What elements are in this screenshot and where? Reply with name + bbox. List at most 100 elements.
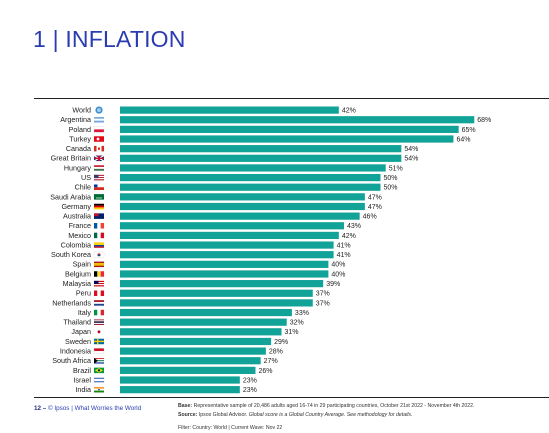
flag-icon-peru [94,290,105,297]
base-text: Representative sample of 20,486 adults a… [193,403,475,409]
base-note: Base: Representative sample of 20,486 ad… [178,402,548,411]
value-label-netherlands: 37% [316,300,330,307]
bar-belgium [120,270,329,278]
value-label-canada: 54% [404,146,418,153]
top-rule [34,98,549,99]
footer-brand: 12 – © Ipsos | What Worries the World [34,405,141,412]
flag-icon-hungary [94,165,104,171]
value-label-brazil: 26% [258,368,272,375]
source-methodology-note: Global score is a Global Country Average… [248,412,413,418]
flag-icon-poland [93,126,105,133]
source-note: Source: Ipsos Global Advisor. Global sco… [178,411,548,420]
category-label-us: US [81,173,91,182]
bar-argentina [120,116,475,124]
category-label-indonesia: Indonesia [60,347,91,356]
value-label-france: 43% [347,223,361,230]
value-label-turkey: 64% [456,136,470,143]
bar-malaysia [120,280,324,288]
bar-brazil [120,366,256,374]
value-label-south-africa: 27% [264,358,278,365]
bar-world [120,106,339,114]
flag-icon-netherlands [94,300,104,306]
bottom-rule [34,397,549,398]
flag-icon-great-britain [93,155,105,162]
bar-australia [120,212,360,220]
value-label-belgium: 40% [331,271,345,278]
value-label-thailand: 32% [290,320,304,327]
category-label-france: France [69,221,91,230]
flag-icon-spain [94,261,104,268]
category-label-sweden: Sweden [65,337,91,346]
category-label-great-britain: Great Britain [51,154,91,163]
flag-icon-argentina [94,116,104,123]
value-label-indonesia: 28% [269,349,283,356]
bar-great-britain [120,154,402,162]
category-label-spain: Spain [73,260,91,269]
slide-title: 1 | INFLATION [33,26,186,52]
flag-icon-south-africa [94,357,104,364]
value-label-colombia: 41% [337,242,351,249]
category-label-turkey: Turkey [69,134,91,143]
flag-icon-saudi-arabia [94,194,104,200]
footer-notes: Base: Representative sample of 20,486 ad… [178,402,548,433]
category-label-argentina: Argentina [60,115,91,124]
brand-text: © Ipsos | What Worries the World [48,405,142,412]
flag-icon-us [94,174,104,181]
flag-icon-germany [94,203,104,210]
flag-icon-malaysia [94,280,104,287]
value-label-poland: 65% [462,127,476,134]
category-label-canada: Canada [66,144,91,153]
category-label-colombia: Colombia [61,240,91,249]
value-label-israel: 23% [243,377,257,384]
bar-germany [120,202,365,211]
category-label-australia: Australia [63,212,91,221]
bar-turkey [120,135,454,143]
value-label-great-britain: 54% [404,156,418,163]
flag-icon-italy [94,309,105,316]
bar-south-korea [120,251,334,259]
category-label-world: World [72,106,91,115]
flag-icon-japan [94,329,104,335]
category-label-south-africa: South Africa [52,356,91,365]
filter-note: Filter: Country: World | Current Wave: N… [178,425,283,431]
bar-spain [120,260,329,268]
flag-icon-turkey [94,136,104,142]
flag-icon-thailand [94,319,104,325]
bar-japan [120,328,282,336]
value-label-sweden: 29% [274,339,288,346]
category-label-saudi-arabia: Saudi Arabia [50,192,91,201]
category-label-belgium: Belgium [65,269,91,278]
flag-icon-belgium [94,271,105,277]
value-label-germany: 47% [368,204,382,211]
bar-indonesia [120,347,266,355]
flag-icon-chile [94,184,104,191]
bar-peru [120,289,313,297]
bar-india [120,386,240,394]
category-label-hungary: Hungary [64,163,92,172]
value-label-us: 50% [384,175,398,182]
category-label-poland: Poland [69,125,91,134]
bar-netherlands [120,299,313,307]
flag-icon-australia [94,213,104,219]
flag-icon-france [94,223,105,229]
category-label-south-korea: South Korea [51,250,91,259]
category-label-israel: Israel [73,375,91,384]
source-label: Source: [178,412,198,418]
bar-mexico [120,231,339,240]
category-label-malaysia: Malaysia [63,279,91,288]
flag-icon-brazil [94,367,104,374]
category-label-netherlands: Netherlands [52,298,91,307]
category-label-peru: Peru [76,289,91,298]
flag-icon-world [95,106,103,114]
category-label-italy: Italy [78,308,92,317]
category-label-mexico: Mexico [68,231,91,240]
bar-canada [120,145,402,153]
flag-icon-mexico [94,232,105,239]
flag-icon-colombia [94,242,104,248]
bar-israel [120,376,240,384]
bar-colombia [120,241,334,249]
bar-italy [120,308,292,317]
value-label-saudi-arabia: 47% [368,194,382,201]
value-label-chile: 50% [384,185,398,192]
category-label-germany: Germany [61,202,91,211]
